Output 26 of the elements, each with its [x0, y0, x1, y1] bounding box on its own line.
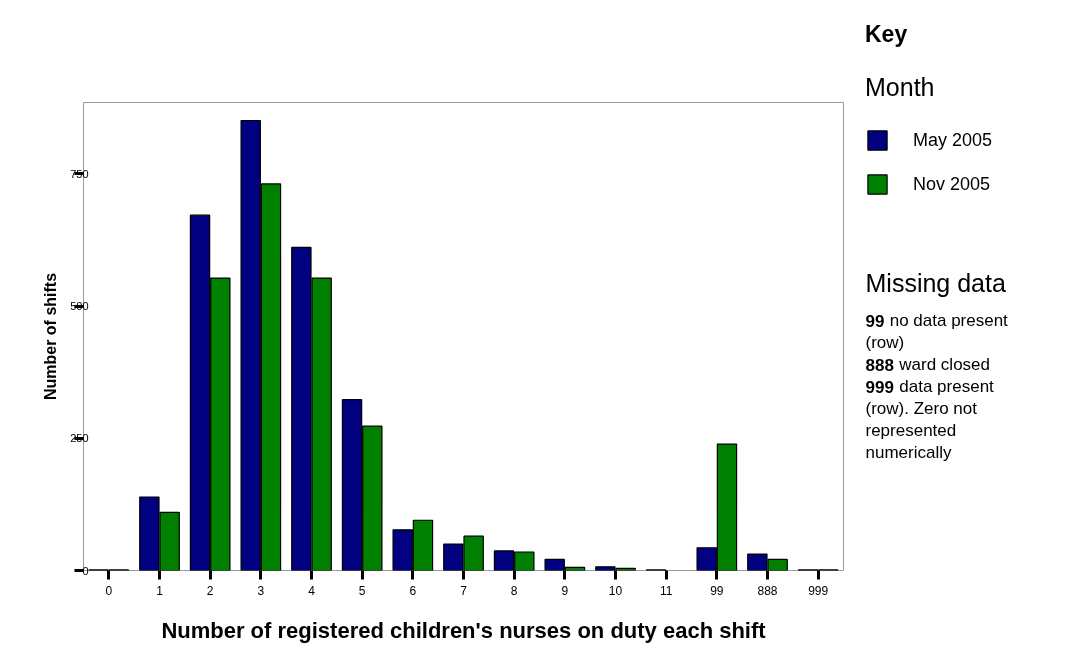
x-tick-label: 2	[206, 583, 214, 598]
x-tick-label: 5	[358, 583, 366, 598]
legend-label: May 2005	[913, 129, 993, 151]
x-tick-label: 9	[561, 583, 569, 598]
text: 888 ward closed	[865, 355, 991, 375]
x-tick-label: 6	[409, 583, 417, 598]
legend-title: Month	[865, 73, 936, 102]
text: 99 no data present (row)	[865, 311, 1009, 352]
y-axis-title: Number of shifts	[42, 272, 60, 401]
x-tick-label: 3	[257, 583, 265, 598]
x-tick-label: 1	[156, 583, 164, 598]
x-tick-label: 7	[460, 583, 468, 598]
x-tick-label: 11	[659, 583, 673, 598]
text: 999 data present (row). Zero not represented numerically	[865, 377, 995, 462]
x-tick-label: 4	[308, 583, 316, 598]
x-tick-label: 8	[510, 583, 518, 598]
x-tick-label: 0	[105, 583, 113, 598]
x-tick-label: 888	[757, 583, 778, 598]
x-tick-label: 99	[710, 583, 724, 598]
legend-label: Nov 2005	[913, 173, 991, 195]
text: Key	[865, 20, 908, 49]
x-tick-label: 999	[808, 583, 829, 598]
text: Missing data	[865, 268, 1006, 297]
y-tick-label: 0	[82, 564, 89, 577]
x-axis-title: Number of registered children's nurses on duty each shift	[161, 617, 767, 643]
x-tick-label: 10	[608, 583, 623, 598]
